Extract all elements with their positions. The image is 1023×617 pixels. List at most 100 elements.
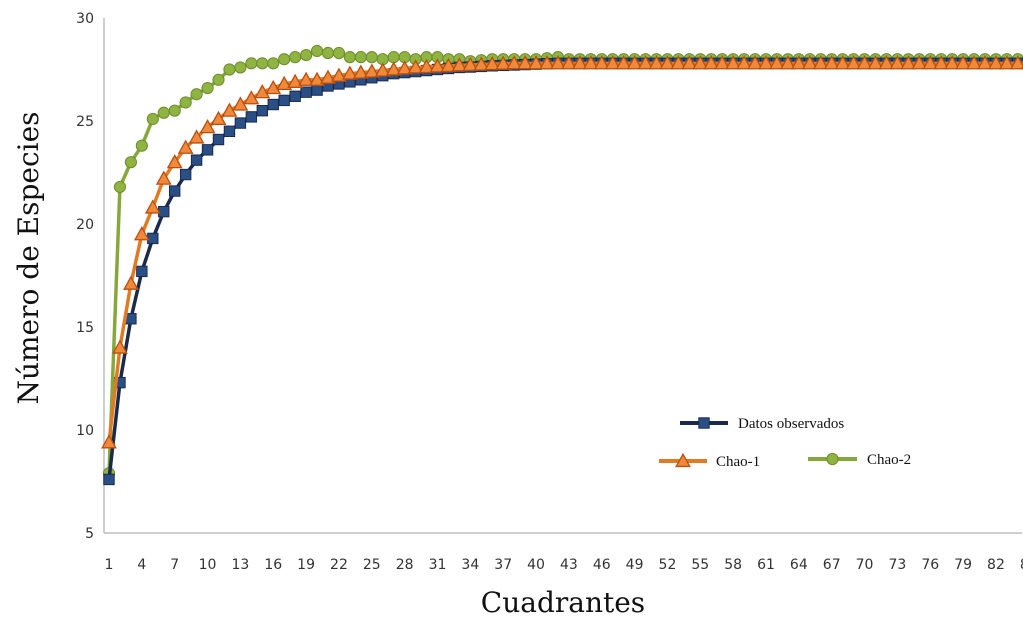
x-tick-label: 85 bbox=[1020, 557, 1023, 573]
x-tick-label: 1 bbox=[105, 557, 114, 573]
data-point bbox=[1009, 55, 1023, 70]
data-point bbox=[112, 339, 128, 354]
x-tick-label: 4 bbox=[137, 557, 146, 573]
data-point bbox=[352, 64, 369, 79]
x-tick-label: 22 bbox=[330, 557, 348, 573]
x-tick-label: 64 bbox=[790, 557, 808, 573]
data-point bbox=[790, 55, 807, 70]
data-point bbox=[517, 55, 534, 70]
data-point bbox=[201, 144, 214, 156]
data-point bbox=[287, 73, 304, 88]
legend-item-chao-1: Chao-1 bbox=[659, 452, 760, 470]
data-point bbox=[124, 156, 137, 169]
data-point bbox=[387, 51, 400, 64]
data-point bbox=[157, 106, 170, 119]
data-point bbox=[365, 51, 378, 64]
data-point bbox=[429, 58, 446, 73]
data-point bbox=[265, 79, 282, 95]
data-point bbox=[769, 55, 785, 70]
data-point bbox=[234, 61, 247, 74]
data-point bbox=[374, 62, 391, 77]
x-tick-label: 7 bbox=[170, 557, 179, 573]
data-point bbox=[245, 111, 258, 123]
data-point bbox=[407, 59, 424, 74]
series-chao-1 bbox=[101, 55, 1023, 449]
data-point bbox=[571, 55, 588, 70]
data-point bbox=[300, 86, 312, 98]
data-point bbox=[779, 55, 796, 70]
x-tick-label: 82 bbox=[987, 557, 1005, 573]
data-point bbox=[867, 55, 884, 70]
x-tick-label: 70 bbox=[856, 557, 874, 573]
data-point bbox=[659, 55, 676, 70]
data-point bbox=[528, 55, 544, 70]
data-point bbox=[177, 139, 194, 154]
data-point bbox=[933, 55, 950, 70]
data-point bbox=[133, 226, 150, 241]
data-point bbox=[812, 55, 829, 70]
data-point bbox=[418, 58, 435, 74]
x-tick-label: 67 bbox=[823, 557, 841, 573]
data-point bbox=[977, 55, 993, 70]
data-point bbox=[169, 185, 181, 197]
x-tick-label: 10 bbox=[199, 557, 217, 573]
chart-legend: Datos observados Chao-1 Chao-2 bbox=[659, 416, 911, 470]
x-tick-label: 55 bbox=[691, 557, 709, 573]
data-point bbox=[675, 452, 691, 468]
data-point bbox=[320, 69, 336, 84]
data-point bbox=[615, 55, 632, 70]
data-point bbox=[212, 73, 225, 86]
legend-label-chao-2: Chao-2 bbox=[867, 452, 911, 468]
data-point bbox=[758, 55, 774, 70]
data-point bbox=[201, 81, 214, 95]
x-tick-label: 40 bbox=[527, 557, 545, 573]
x-tick-label: 19 bbox=[297, 557, 315, 573]
data-point bbox=[826, 452, 839, 466]
x-tick-label: 61 bbox=[757, 557, 775, 573]
data-point bbox=[147, 232, 159, 245]
data-point bbox=[343, 51, 356, 64]
y-tick-label: 15 bbox=[76, 320, 94, 336]
data-point bbox=[103, 473, 115, 486]
series-layer bbox=[101, 44, 1023, 486]
y-tick-labels: 5 10 15 20 25 30 bbox=[76, 11, 94, 542]
data-point bbox=[462, 56, 479, 72]
x-tick-label: 28 bbox=[396, 557, 414, 573]
data-point bbox=[256, 105, 269, 117]
data-point bbox=[311, 84, 323, 96]
legend-item-chao-2: Chao-2 bbox=[808, 452, 911, 468]
x-tick-label: 58 bbox=[724, 557, 742, 573]
data-point bbox=[845, 55, 862, 70]
data-point bbox=[190, 154, 203, 166]
data-point bbox=[988, 55, 1004, 70]
data-point bbox=[922, 55, 939, 70]
legend-item-datos-observados: Datos observados bbox=[680, 416, 844, 432]
data-point bbox=[878, 55, 895, 70]
data-point bbox=[550, 55, 566, 70]
data-point bbox=[331, 67, 347, 82]
data-point bbox=[309, 71, 325, 86]
data-point bbox=[155, 170, 172, 185]
data-point bbox=[199, 119, 216, 134]
data-point bbox=[944, 55, 961, 70]
y-axis-title: Número de Especies bbox=[12, 111, 45, 404]
data-point bbox=[267, 57, 280, 70]
data-point bbox=[212, 133, 225, 146]
data-point bbox=[681, 55, 698, 70]
data-point bbox=[396, 60, 413, 75]
data-point bbox=[146, 112, 159, 126]
data-point bbox=[158, 205, 170, 218]
legend-label-datos-observados: Datos observados bbox=[738, 416, 844, 432]
y-tick-label: 20 bbox=[76, 217, 94, 233]
data-point bbox=[278, 53, 291, 66]
data-point bbox=[256, 57, 269, 70]
data-point bbox=[354, 51, 367, 64]
y-tick-label: 25 bbox=[76, 114, 94, 130]
data-point bbox=[900, 55, 917, 70]
data-point bbox=[144, 199, 161, 214]
data-point bbox=[254, 84, 271, 99]
data-point bbox=[955, 55, 972, 70]
x-tick-label: 49 bbox=[626, 557, 644, 573]
data-point bbox=[560, 55, 577, 70]
data-point bbox=[113, 180, 127, 194]
